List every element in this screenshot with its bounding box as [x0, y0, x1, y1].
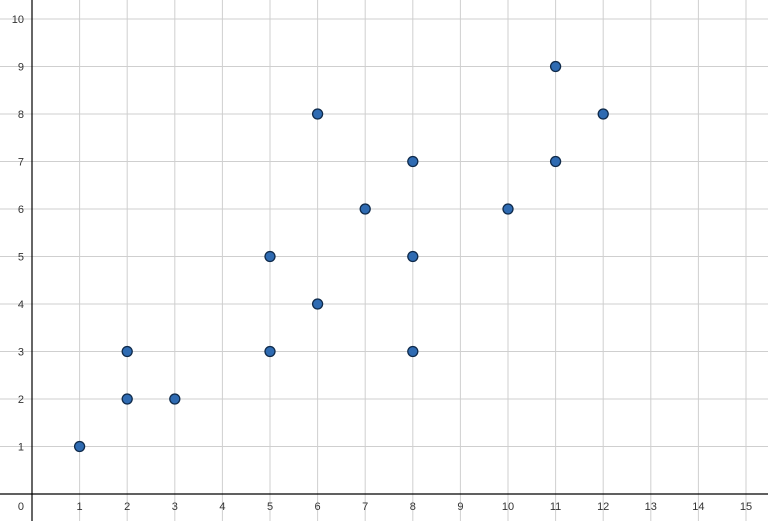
y-tick-label-10: 10	[12, 14, 24, 26]
data-point-8	[311, 108, 324, 120]
y-tick-labels: 1 2 3 4 5 6 7 8 9 10	[12, 14, 24, 454]
x-tick-label-12: 12	[597, 501, 609, 513]
y-tick-label-9: 9	[18, 62, 24, 74]
y-tick-label-7: 7	[18, 157, 24, 169]
data-point-10	[407, 345, 419, 358]
data-point-4	[169, 393, 181, 405]
y-tick-label-3: 3	[18, 347, 24, 359]
y-tick-label-8: 8	[18, 109, 24, 121]
x-tick-label-13: 13	[645, 501, 657, 513]
data-point-5	[264, 345, 276, 358]
data-point-7	[311, 298, 324, 310]
x-tick-label-14: 14	[692, 501, 704, 513]
data-point-9	[359, 203, 371, 215]
data-point-3	[121, 345, 133, 358]
y-tick-label-5: 5	[18, 252, 24, 264]
y-tick-label-4: 4	[18, 299, 24, 311]
x-tick-label-7: 7	[362, 501, 368, 513]
x-tick-label-8: 8	[410, 501, 416, 513]
data-points	[73, 60, 609, 453]
x-tick-label-5: 5	[267, 501, 273, 513]
x-tick-label-10: 10	[502, 501, 514, 513]
x-tick-label-9: 9	[457, 501, 463, 513]
x-tick-label-15: 15	[740, 501, 752, 513]
x-tick-label-6: 6	[315, 501, 321, 513]
y-tick-label-2: 2	[18, 394, 24, 406]
data-point-11	[407, 250, 419, 263]
x-tick-label-3: 3	[172, 501, 178, 513]
x-tick-label-4: 4	[219, 501, 225, 513]
data-point-14	[549, 155, 562, 168]
x-tick-label-11: 11	[550, 501, 561, 513]
y-tick-label-1: 1	[18, 442, 24, 454]
y-tick-label-6: 6	[18, 204, 24, 216]
x-tick-label-2: 2	[124, 501, 130, 513]
data-point-2	[121, 393, 133, 405]
x-tick-label-1: 1	[77, 501, 83, 513]
data-point-15	[549, 60, 562, 73]
x-tick-labels: 1 2 3 4 5 6 7 8 9 10 11 12 13 14 15	[77, 501, 753, 513]
data-point-16	[597, 108, 609, 120]
data-point-1	[73, 440, 86, 453]
origin-label: 0	[18, 501, 24, 513]
data-point-13	[502, 203, 514, 215]
data-point-12	[407, 155, 419, 168]
data-point-6	[264, 250, 276, 263]
